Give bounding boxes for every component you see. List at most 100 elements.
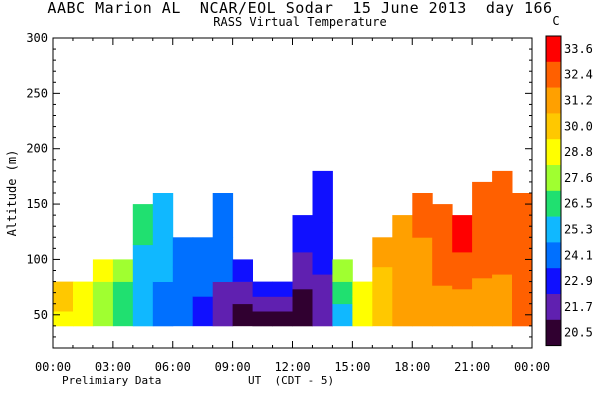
heatmap-cell [152,193,174,238]
heatmap-cell [232,303,253,327]
heatmap-cell [492,222,513,275]
heatmap-cell [452,289,473,327]
y-tick-label: 100 [26,252,48,266]
heatmap-cell [252,281,273,297]
heatmap-cell [432,204,453,246]
y-tick-label: 300 [26,31,48,45]
heatmap-cell [272,281,293,297]
heatmap-cell [312,222,333,275]
heatmap-cell [132,204,154,246]
colorbar-swatch [546,190,561,217]
chart-subtitle: RASS Virtual Temperature [213,15,387,29]
heatmap-cell [92,303,114,327]
heatmap-cell [112,281,134,305]
heatmap-cell [392,252,413,290]
colorbar-label: 33.6 [564,42,593,56]
heatmap-cell [252,296,273,312]
x-tick-label: 00:00 [514,360,550,374]
y-tick-label: 150 [26,197,48,211]
heatmap-cell [53,296,74,312]
colorbar-swatch [546,61,561,88]
x-tick-label: 15:00 [334,360,370,374]
colorbar-label: 32.4 [564,68,593,82]
heatmap-cell [452,252,473,290]
heatmap-cell [332,259,353,282]
colorbar-label: 20.5 [564,326,593,340]
heatmap-cell [472,181,493,231]
heatmap-cell [352,281,373,297]
colorbar-swatch [546,165,561,192]
y-tick-label: 200 [26,142,48,156]
heatmap-cell [112,259,134,282]
x-tick-label: 09:00 [215,360,251,374]
heatmap-cell [492,274,513,327]
heatmap-cell [92,259,114,282]
colorbar-label: 28.8 [564,145,593,159]
colorbar-swatch [546,216,561,243]
heatmap-cell [53,281,74,297]
heatmap-cell [352,296,373,312]
y-axis-label: Altitude (m) [5,150,19,237]
colorbar-label: 25.3 [564,223,593,237]
colorbar-label: 30.0 [564,119,593,133]
heatmap-cell [132,244,154,286]
heatmap-cell [412,281,433,327]
chart-title: AABC Marion AL NCAR/EOL Sodar 15 June 20… [47,0,553,17]
colorbar-label: 22.9 [564,274,593,288]
heatmap-cell [292,215,313,253]
heatmap-cell [312,274,333,327]
heatmap-cell [192,237,214,268]
heatmap-cell [312,170,333,223]
heatmap-cell [73,281,94,297]
colorbar-label: 26.5 [564,197,593,211]
heatmap-cell [472,277,493,327]
footer-note-center: UT (CDT - 5) [248,374,335,387]
heatmap-cell [252,311,273,327]
heatmap-cell [472,229,493,279]
colorbar-swatch [546,36,561,63]
colorbar-swatch [546,113,561,140]
heatmap-cell [272,296,293,312]
colorbar-unit: C [552,14,560,28]
heatmap-cell [73,311,94,327]
heatmap-cell [332,303,353,327]
heatmap-cell [172,266,194,297]
heatmap-cell [372,296,393,327]
colorbar-label: 27.6 [564,171,593,185]
heatmap-cell [392,215,413,253]
colorbar-swatch [546,319,561,346]
heatmap-cell [73,296,94,312]
heatmap-cell [232,281,253,305]
heatmap-cell [272,311,293,327]
x-tick-label: 06:00 [155,360,191,374]
heatmap-cell [92,281,114,305]
heatmap-cell [412,193,433,238]
heatmap-cell [212,193,234,238]
heatmap-cell [112,303,134,327]
x-tick-label: 12:00 [274,360,310,374]
x-tick-label: 21:00 [454,360,490,374]
colorbar-swatch [546,268,561,295]
heatmap-cell [372,266,393,297]
heatmap-cell [372,237,393,268]
heatmap-cell [152,281,174,327]
heatmap-cell [172,237,194,268]
footer-note-left: Prelimiary Data [62,374,162,387]
colorbar-frame [545,35,562,347]
heatmap-cell [412,237,433,282]
heatmap-cell [432,285,453,327]
colorbar-label: 21.7 [564,300,593,314]
heatmap-cell [512,237,533,282]
heatmap-cell [452,215,473,253]
colorbar-swatch [546,242,561,269]
heatmap-cell [432,244,453,286]
colorbar-label: 31.2 [564,94,593,108]
y-tick-label: 50 [34,308,48,322]
heatmap-cell [192,266,214,297]
heatmap-cell [53,311,74,327]
heatmap-cell [152,237,174,282]
heatmap-cell [392,289,413,327]
heatmap-cell [192,296,214,327]
heatmap-cell [292,289,313,327]
